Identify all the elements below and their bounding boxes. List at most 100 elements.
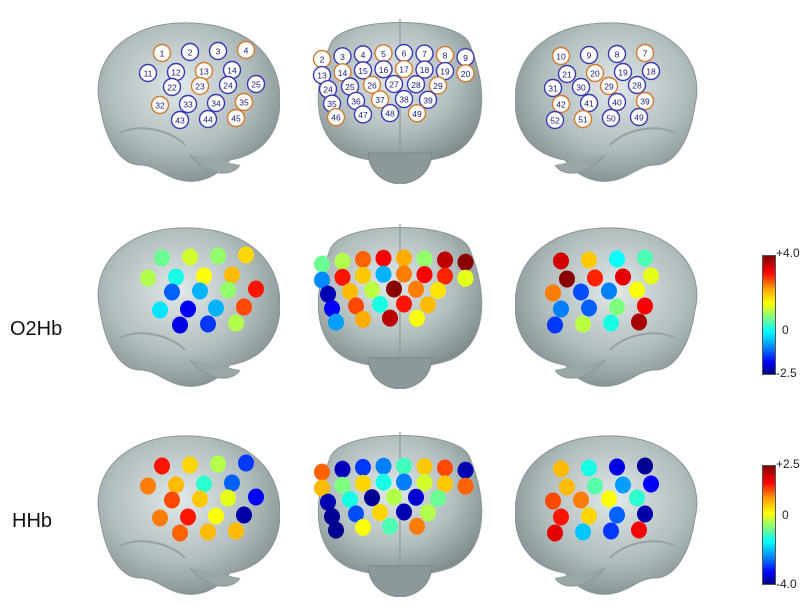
channel-activation xyxy=(581,251,597,269)
channel-activation xyxy=(409,517,425,535)
channel-activation xyxy=(601,282,617,300)
brain-surface xyxy=(515,22,698,182)
channel-activation xyxy=(637,457,653,475)
channel-activation xyxy=(396,457,412,475)
channel-activation xyxy=(573,491,589,509)
channel-activation xyxy=(457,461,474,479)
channel-activation xyxy=(355,266,371,284)
channel-activation xyxy=(603,522,619,540)
channel-activation xyxy=(372,503,388,521)
channel-activation xyxy=(375,457,392,475)
channel-activation xyxy=(236,506,252,524)
channel-number: 25 xyxy=(251,80,261,90)
channel-marker xyxy=(362,75,382,94)
channel-activation xyxy=(396,473,412,491)
channel-activation xyxy=(575,315,591,333)
channel-marker xyxy=(208,41,228,61)
channel-marker xyxy=(234,92,254,112)
channel-marker xyxy=(150,95,170,115)
channel-number: 37 xyxy=(375,95,385,105)
channel-marker xyxy=(170,110,190,130)
channel-activation xyxy=(615,268,631,286)
channel-activation xyxy=(437,475,453,493)
channel-activation xyxy=(314,255,330,273)
channel-number: 2 xyxy=(320,55,325,65)
channel-number: 20 xyxy=(590,69,600,79)
channel-marker xyxy=(394,59,414,79)
channel-marker xyxy=(178,94,198,114)
channel-marker xyxy=(370,90,390,109)
channel-activation xyxy=(355,458,371,476)
hhb-colorbar-mid: 0 xyxy=(782,508,789,522)
channel-activation xyxy=(238,454,254,472)
channel-marker xyxy=(206,93,226,113)
channel-activation xyxy=(210,455,226,473)
channel-activation xyxy=(547,524,563,542)
channel-marker xyxy=(579,45,599,65)
channel-activation xyxy=(192,282,208,300)
channel-number: 28 xyxy=(632,81,642,91)
channel-activation xyxy=(457,477,474,495)
channel-marker xyxy=(407,104,427,123)
channel-marker xyxy=(573,109,593,129)
channel-activation xyxy=(430,281,446,299)
channel-marker xyxy=(456,64,475,83)
channel-activation xyxy=(437,459,453,477)
channel-activation xyxy=(200,315,216,333)
channel-activation xyxy=(248,488,264,506)
channel-marker xyxy=(236,40,256,60)
channel-number: 21 xyxy=(562,70,572,80)
channel-activation xyxy=(609,458,625,476)
channel-marker xyxy=(418,90,438,109)
channel-activation xyxy=(408,280,424,298)
channel-number: 38 xyxy=(399,95,409,105)
channel-number: 22 xyxy=(167,83,177,93)
o2hb-row-label: O2Hb xyxy=(10,318,63,340)
channel-activation xyxy=(631,521,647,539)
channel-marker xyxy=(607,92,627,112)
channel-number: 5 xyxy=(381,49,386,59)
channel-number: 29 xyxy=(433,81,443,91)
channel-number: 3 xyxy=(340,52,345,62)
channel-marker xyxy=(374,60,393,79)
channel-activation xyxy=(328,313,344,331)
channel-activation xyxy=(152,509,168,527)
channel-number: 27 xyxy=(389,80,399,90)
channel-activation xyxy=(196,475,212,493)
channel-activation xyxy=(152,301,168,319)
channel-number: 18 xyxy=(420,65,430,75)
channel-number: 36 xyxy=(351,96,361,106)
channel-marker xyxy=(571,77,591,97)
channel-activation xyxy=(182,456,198,474)
channel-activation xyxy=(348,505,364,523)
left-view-1 xyxy=(97,227,280,387)
channel-activation xyxy=(420,504,436,522)
channel-marker xyxy=(333,63,352,82)
channel-number: 51 xyxy=(578,115,588,125)
channel-number: 6 xyxy=(402,49,407,59)
channel-activation xyxy=(559,270,575,288)
channel-activation xyxy=(164,491,180,509)
channel-marker xyxy=(635,91,655,111)
channel-number: 14 xyxy=(338,68,348,78)
channel-activation xyxy=(334,460,351,478)
channel-activation xyxy=(314,271,330,289)
channel-marker xyxy=(138,63,158,83)
channel-activation xyxy=(575,523,591,541)
channel-activation xyxy=(396,503,412,521)
channel-marker xyxy=(394,89,414,109)
channel-activation xyxy=(382,309,398,327)
channel-number: 12 xyxy=(171,68,181,78)
channel-marker xyxy=(190,76,210,96)
hhb-row-label: HHb xyxy=(12,510,53,532)
channel-number: 24 xyxy=(223,81,233,91)
channel-activation xyxy=(355,310,371,328)
channel-number: 17 xyxy=(399,65,409,75)
channel-number: 19 xyxy=(440,67,450,77)
channel-activation xyxy=(547,316,563,334)
channel-number: 7 xyxy=(643,49,648,59)
hhb-colorbar xyxy=(762,465,776,585)
channel-activation xyxy=(457,253,474,271)
channel-activation xyxy=(420,296,436,314)
